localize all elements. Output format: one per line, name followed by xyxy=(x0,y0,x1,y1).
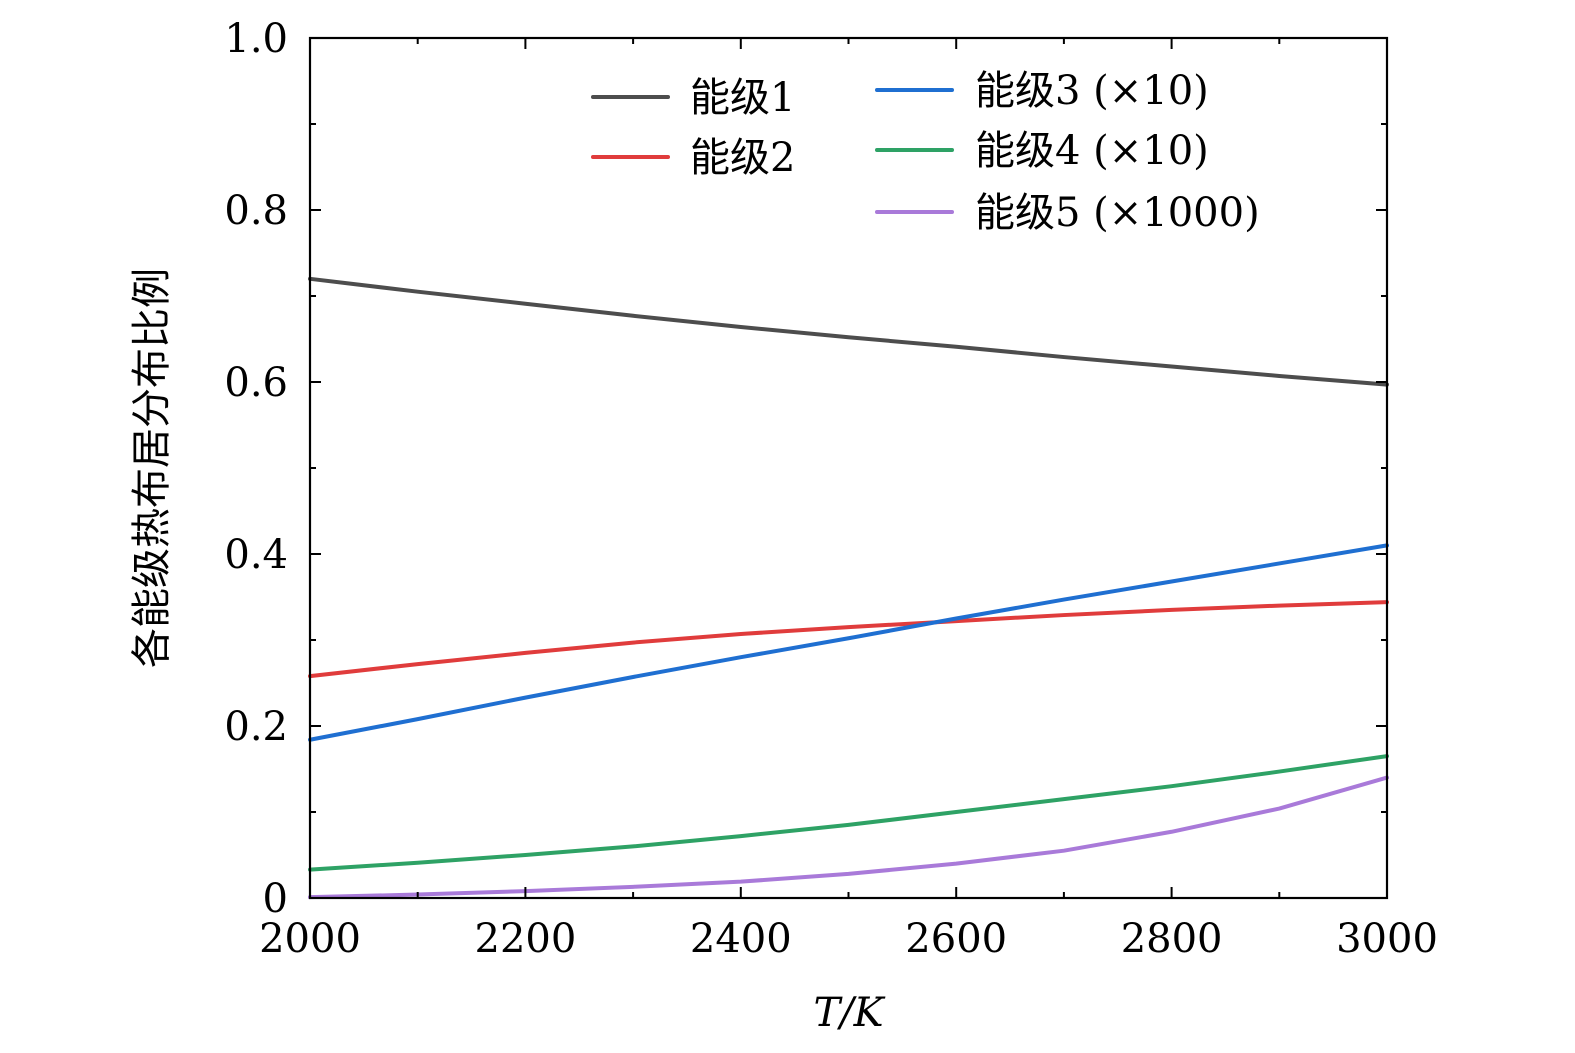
legend: 能级1 能级2 能级3 (×10) 能级4 (×10) 能级5 (×1000) xyxy=(591,68,1260,236)
x-tick-label: 2000 xyxy=(259,916,361,962)
labels-layer: 2000 2200 2400 2600 2800 3000 0 0.2 0.4 0.6 0.8 1.0… xyxy=(224,16,1438,1036)
x-axis-label: T/K xyxy=(813,990,885,1036)
y-tick-label: 0.4 xyxy=(224,532,288,578)
legend-label-2: 能级2 xyxy=(690,135,795,181)
legend-label-5: 能级5 (×1000) xyxy=(975,190,1260,236)
plot-frame xyxy=(308,36,1389,900)
x-tick-label: 2800 xyxy=(1121,916,1223,962)
series-line-2 xyxy=(308,600,1389,679)
series-line-1 xyxy=(308,276,1389,387)
y-tick-label: 1.0 xyxy=(224,16,288,62)
y-tick-label: 0.6 xyxy=(224,360,288,406)
series-layer xyxy=(308,276,1389,900)
x-tick-label: 2400 xyxy=(690,916,792,962)
series-line-3 xyxy=(308,543,1389,742)
series-line-5 xyxy=(308,775,1389,900)
x-tick-label: 3000 xyxy=(1336,916,1438,962)
y-axis-label: 各能级热布居分布比例 xyxy=(129,268,175,668)
x-tick-label: 2200 xyxy=(475,916,577,962)
ticks-layer xyxy=(309,37,1388,899)
x-tick-label: 2600 xyxy=(905,916,1007,962)
y-tick-label: 0.8 xyxy=(224,188,288,234)
legend-label-4: 能级4 (×10) xyxy=(975,128,1209,174)
legend-label-3: 能级3 (×10) xyxy=(975,68,1209,114)
legend-label-1: 能级1 xyxy=(690,75,795,121)
series-line-4 xyxy=(308,754,1389,872)
y-tick-label: 0.2 xyxy=(224,704,288,750)
y-tick-label: 0 xyxy=(263,876,288,922)
